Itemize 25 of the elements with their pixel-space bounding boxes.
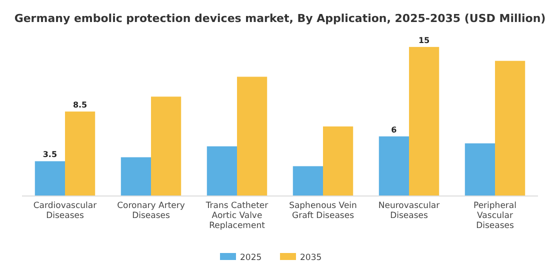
bar xyxy=(237,76,268,196)
bar xyxy=(409,46,440,196)
bar xyxy=(464,143,495,196)
x-tick-label: Trans Catheter Aortic Valve Replacement xyxy=(204,201,269,231)
data-label: 8.5 xyxy=(72,100,88,110)
data-label: 3.5 xyxy=(42,150,58,160)
x-tick-label: Neurovascular Diseases xyxy=(378,201,440,221)
bar xyxy=(323,126,354,196)
data-label: 6 xyxy=(391,125,398,134)
bar xyxy=(206,146,237,196)
bar xyxy=(495,60,526,196)
x-tick-label: Saphenous Vein Graft Diseases xyxy=(289,201,357,221)
x-tick-label: Peripheral Vascular Diseases xyxy=(474,201,516,231)
bar xyxy=(65,112,96,196)
bar xyxy=(34,161,65,196)
x-tick-label: Cardiovascular Diseases xyxy=(33,201,98,221)
bar xyxy=(292,166,323,196)
data-label: 15 xyxy=(418,36,430,45)
legend-label: 2035 xyxy=(300,253,322,263)
chart-title: Germany embolic protection devices market, By Application, 2025-2035 (USD Million) xyxy=(14,12,546,25)
bar xyxy=(151,96,182,196)
bar xyxy=(378,136,409,196)
legend-label: 2025 xyxy=(240,253,262,263)
x-tick-label: Coronary Artery Diseases xyxy=(117,201,185,221)
bar xyxy=(120,157,151,196)
